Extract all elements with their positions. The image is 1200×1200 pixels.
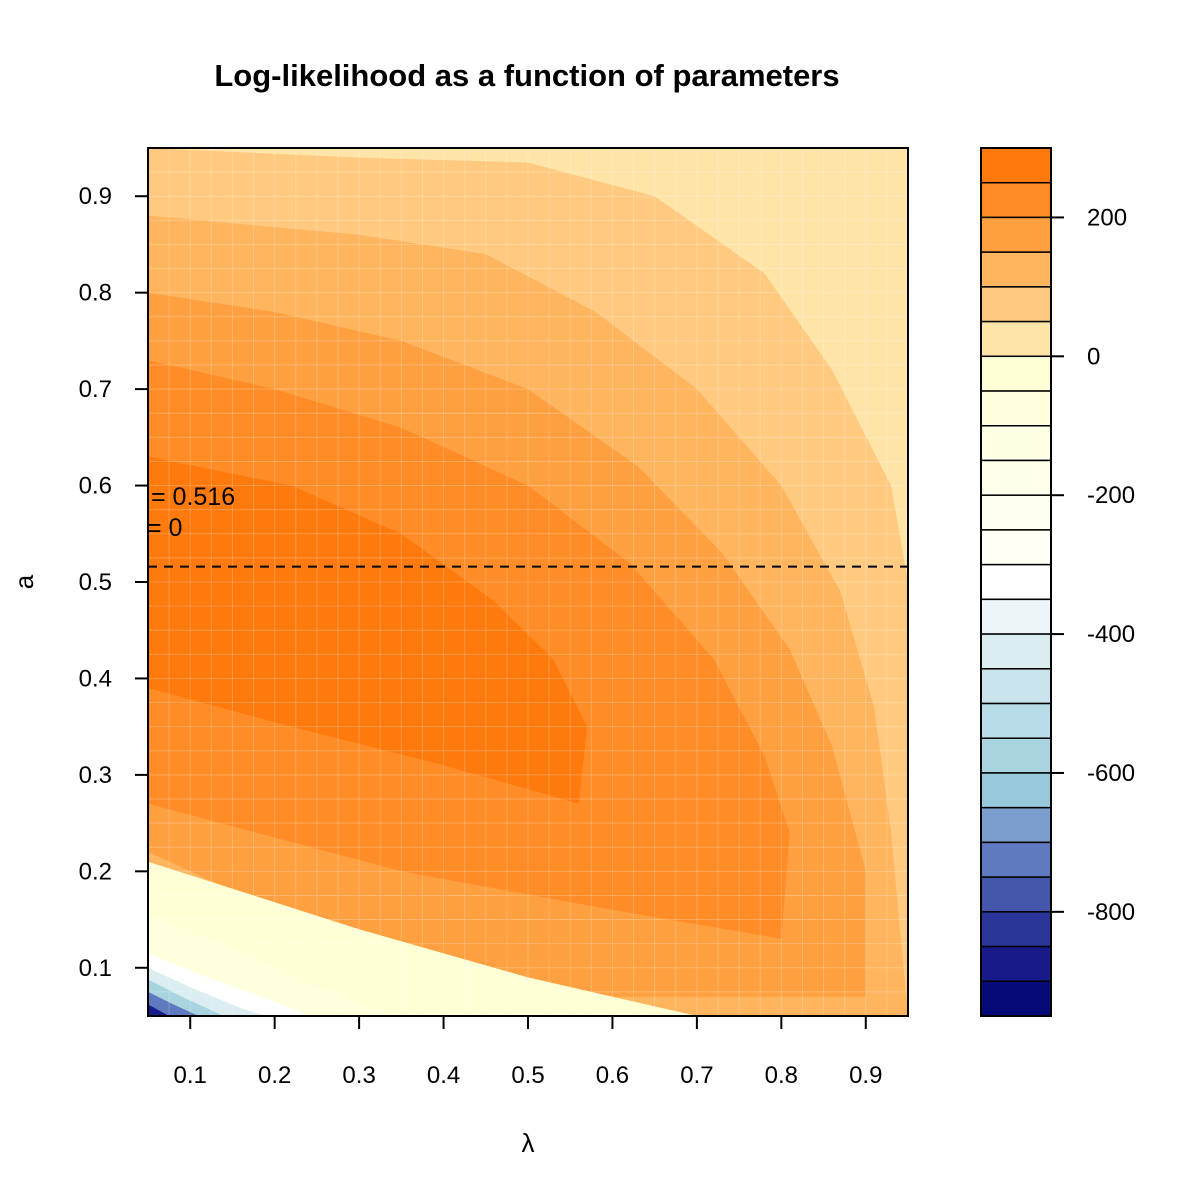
x-tick-label: 0.3 [342,1062,375,1089]
contour-region-12 [148,1004,170,1016]
colorbar-swatch [980,598,1052,635]
x-tick-label: 0.8 [765,1062,798,1089]
colorbar-swatch [980,286,1052,323]
y-axis: 0.1 0.2 0.3 0.4 0.5 0.6 0.7 0.8 0.9 [79,183,148,982]
colorbar-frame [980,147,1052,1017]
colorbar-swatch [980,772,1052,809]
colorbar-tick-label: -800 [1087,899,1135,926]
contour-region-5 [148,456,588,804]
colorbar-swatch [980,355,1052,392]
chart-title: Log-likelihood as a function of paramete… [214,58,839,93]
colorbar-swatch [980,494,1052,531]
y-tick-label: 0.2 [79,858,112,885]
colorbar-tick-label: -200 [1087,482,1135,509]
colorbar-swatch [980,945,1052,983]
x-tick-label: 0.4 [427,1062,460,1089]
colorbar-swatch [980,147,1052,184]
colorbar-tick-label: 200 [1087,204,1127,231]
colorbar-tick-label: -600 [1087,760,1135,787]
y-tick-label: 0.4 [79,665,112,692]
grid-lines [147,147,909,1017]
colorbar-swatch [980,459,1052,496]
y-axis-label: a [9,574,39,589]
colorbar-swatch [980,633,1052,670]
colorbar-swatch [980,563,1052,601]
contour-region-11 [148,991,199,1016]
colorbar-tick-label: -400 [1087,621,1135,648]
annotation-a-value: = 0.516 [151,483,235,511]
colorbar-swatch [980,876,1052,913]
colorbar-swatch [980,737,1052,774]
colorbar-axis: 200 0 -200 -400 -600 -800 [1051,204,1135,926]
y-tick-label: 0.6 [79,473,112,500]
y-tick-label: 0.3 [79,762,112,789]
x-tick-label: 0.1 [174,1062,207,1089]
y-tick-label: 0.8 [79,280,112,307]
colorbar-tick-label: 0 [1087,343,1100,370]
y-tick-label: 0.7 [79,376,112,403]
colorbar-swatch [980,980,1052,1017]
y-tick-label: 0.9 [79,183,112,210]
colorbar-swatch [980,216,1052,253]
x-tick-label: 0.2 [258,1062,291,1089]
colorbar-swatch [980,390,1052,427]
x-axis-label: λ [522,1128,535,1158]
y-tick-label: 0.1 [79,955,112,982]
colorbar-swatch [980,251,1052,288]
colorbar-swatch [980,841,1052,878]
x-tick-label: 0.7 [680,1062,713,1089]
y-tick-label: 0.5 [79,569,112,596]
colorbar-swatch [980,425,1052,462]
colorbar-swatch [980,668,1052,705]
colorbar-swatch [980,911,1052,948]
x-tick-label: 0.5 [511,1062,544,1089]
colorbar-swatch [980,806,1052,844]
colorbar-swatch [980,320,1052,358]
colorbar-swatch [980,181,1052,219]
contour-regions [148,148,908,1016]
annotation-zero-value: = 0 [147,514,182,542]
x-tick-label: 0.6 [596,1062,629,1089]
colorbar-swatch [980,702,1052,739]
colorbar [980,147,1052,1017]
x-tick-label: 0.9 [849,1062,882,1089]
x-axis: 0.1 0.2 0.3 0.4 0.5 0.6 0.7 0.8 0.9 [174,1015,882,1089]
colorbar-swatch [980,529,1052,566]
